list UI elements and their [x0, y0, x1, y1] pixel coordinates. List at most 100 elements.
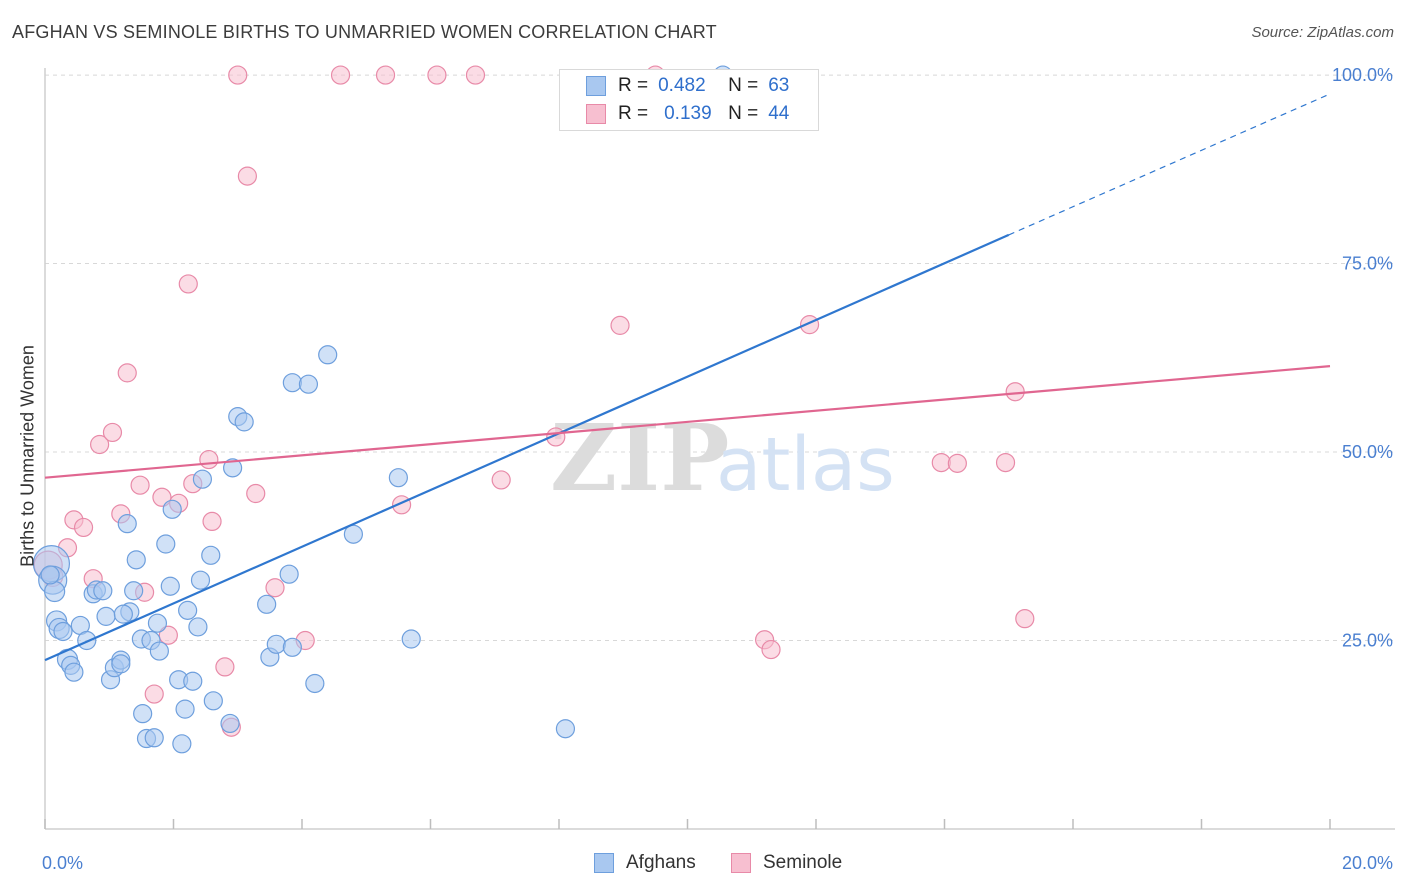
data-point [178, 600, 198, 620]
data-point [90, 434, 110, 455]
legend-r-value: 0.139 [664, 103, 712, 124]
data-point [183, 671, 203, 691]
legend-r-value: 0.482 [658, 75, 706, 96]
data-point [257, 594, 277, 614]
data-point [44, 580, 66, 603]
data-point [491, 470, 511, 490]
trend-line-seminole [44, 364, 1331, 479]
data-point [160, 576, 180, 596]
data-point [237, 166, 257, 186]
legend-n-label: N = [728, 103, 759, 124]
series-legend-seminole: Seminole [731, 852, 842, 874]
data-point [995, 452, 1016, 473]
data-point [53, 621, 73, 642]
data-point [427, 65, 447, 85]
data-point [401, 629, 421, 649]
data-point [282, 373, 302, 393]
legend-n-label: N = [728, 75, 759, 96]
data-point [234, 412, 254, 432]
data-point [162, 499, 182, 519]
series-seminole-points [33, 65, 1035, 737]
data-point [172, 734, 192, 754]
data-point [228, 65, 248, 85]
data-point [40, 565, 60, 585]
chart-title: AFGHAN VS SEMINOLE BIRTHS TO UNMARRIED W… [12, 22, 717, 42]
data-point [158, 625, 178, 645]
data-point [220, 713, 240, 734]
series-legend-swatch-seminole [731, 853, 751, 873]
data-point [124, 581, 144, 601]
y-tick-label: 75.0% [1342, 254, 1393, 274]
series-legend-label-seminole: Seminole [763, 852, 843, 873]
data-point [761, 639, 781, 660]
series-legend-afghans: Afghans [594, 852, 696, 874]
trend-line-afghans-extension [1008, 93, 1331, 236]
series-afghans-points [32, 65, 733, 754]
x-tick-label: 0.0% [42, 853, 83, 873]
data-point [111, 654, 131, 674]
data-point [279, 564, 299, 584]
source-attribution: Source: ZipAtlas.com [1251, 24, 1394, 41]
data-point [375, 65, 396, 85]
legend-row-seminole: R = 0.139 N = 44 [586, 102, 789, 126]
data-point [947, 453, 967, 473]
watermark-zip: ZIP [550, 404, 729, 512]
y-axis-label: Births to Unmarried Women [17, 345, 38, 567]
series-legend-label-afghans: Afghans [626, 852, 696, 873]
data-point [388, 468, 408, 488]
data-point [265, 578, 285, 598]
data-point [192, 469, 213, 489]
data-point [117, 514, 137, 534]
data-point [102, 422, 123, 443]
data-point [133, 704, 153, 724]
data-point [282, 637, 302, 657]
data-point [147, 613, 168, 633]
data-point [175, 699, 195, 719]
data-point [318, 345, 338, 365]
series-legend-swatch-afghans [594, 853, 614, 873]
data-point [126, 550, 146, 570]
data-point [156, 534, 176, 554]
stats-legend: R = 0.482 N = 63 R = 0.139 N = 44 [559, 69, 819, 131]
watermark: ZIP atlas [550, 404, 895, 512]
legend-r-label: R = [618, 75, 649, 96]
data-point [199, 449, 219, 470]
data-point [190, 570, 211, 590]
tick-labels: 25.0% 50.0% 75.0% 100.0% 0.0% 20.0% [42, 65, 1393, 873]
data-point [117, 363, 137, 383]
data-point [330, 65, 351, 85]
data-point [96, 606, 116, 626]
data-point [149, 641, 169, 661]
data-point [144, 728, 164, 748]
legend-swatch-seminole [586, 104, 606, 124]
legend-n-value: 44 [768, 103, 790, 124]
data-point [1015, 609, 1035, 629]
legend-swatch-afghans [586, 76, 606, 96]
data-point [201, 545, 221, 565]
data-point [298, 374, 319, 394]
data-point [266, 634, 286, 654]
legend-n-value: 63 [768, 75, 790, 96]
data-point [1005, 382, 1025, 402]
axes [44, 68, 1395, 830]
x-tick-label: 20.0% [1342, 853, 1393, 873]
data-point [130, 475, 150, 495]
data-point [305, 673, 325, 694]
data-point [73, 517, 94, 538]
data-point [64, 662, 84, 682]
data-point [93, 581, 113, 601]
data-point [465, 65, 486, 85]
data-point [203, 691, 223, 711]
data-point [610, 315, 630, 335]
data-point [188, 617, 208, 637]
trend-lines [44, 93, 1331, 662]
data-point [215, 657, 235, 677]
y-tick-label: 50.0% [1342, 442, 1393, 462]
gridlines [45, 74, 1395, 642]
y-tick-label: 100.0% [1332, 65, 1393, 85]
data-point [223, 458, 243, 478]
y-tick-label: 25.0% [1342, 631, 1393, 651]
data-point [555, 719, 576, 739]
data-point [144, 684, 164, 704]
